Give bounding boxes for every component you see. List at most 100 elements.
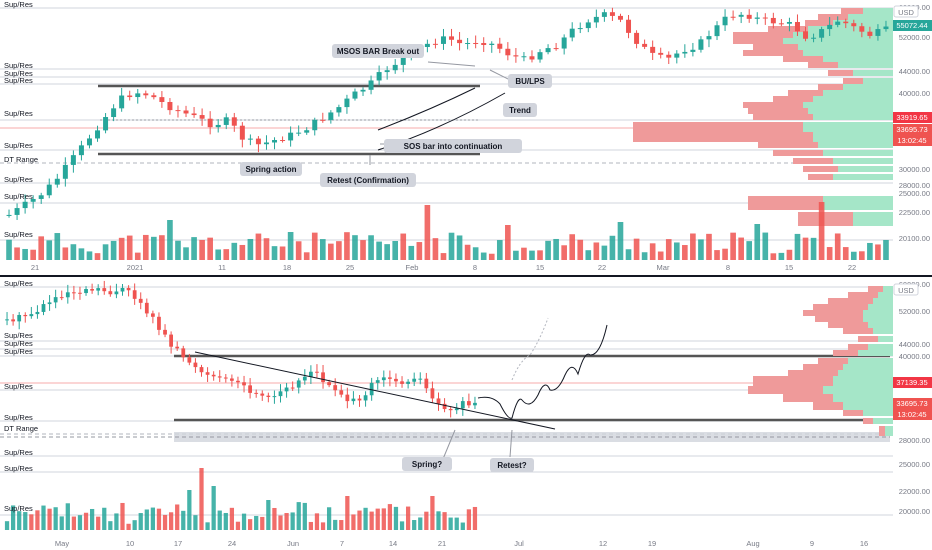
panel-1-volume-bar [207,237,213,260]
panel-2-level-label: Sup/Res [4,504,33,513]
panel-2-volume-bar [314,513,320,530]
panel-1-volume-bar [134,252,141,260]
panel-2-candle [248,385,252,393]
panel-1-level-label: Sup/Res [4,76,33,85]
panel-1-volume-bar [263,238,270,260]
panel-2-descending-trendline [194,351,556,430]
panel-2-vp-sell-bar [828,322,868,328]
panel-1-candle [328,112,334,120]
panel-1-vp-buy-bar [823,56,893,62]
panel-1-vp-sell-bar [748,108,808,114]
panel-1-volume-bar [102,244,109,260]
panel-2-candle [205,372,210,375]
panel-1-annotation-box [332,44,424,58]
panel-2-candle [144,302,149,314]
panel-1-vp-sell-bar [633,132,813,142]
panel-2-candle [284,387,289,392]
panel-1-volume-bar [513,250,519,260]
panel-1-candle [593,16,599,23]
panel-1-candle [682,51,688,54]
panel-2-price-tag-text: 33695.73 [896,399,927,408]
panel-2-volume-bar [47,508,52,530]
panel-1-candle [770,17,776,24]
panel-1-volume-bar [38,236,45,260]
panel-2-volume-bar [448,517,453,530]
panel-2-volume-bar [308,521,314,530]
panel-1-candle [376,72,382,81]
panel-2-x-tick: 9 [810,539,814,548]
panel-1-level-label: Sup/Res [4,109,33,118]
panel-2-volume-bar [320,522,326,530]
panel-2-volume-bar [387,504,393,530]
panel-1-volume-bar [722,248,728,260]
panel-2-candle [169,334,173,347]
panel-2-volume-bar [393,506,399,530]
panel-1-volume-bar [199,239,205,260]
panel-2-vp-sell-bar [748,386,823,394]
panel-1-volume-bar [537,250,543,260]
panel-2-volume-bar [266,500,271,530]
panel-2-annotation-box [402,457,452,471]
panel-1-volume-bar [859,251,865,260]
panel-1-level-label: Sup/Res [4,175,33,184]
panel-2-candle [442,403,447,410]
panel-2-vp-buy-bar [873,418,893,424]
panel-1-volume-bar [46,240,53,260]
panel-1-volume-bar [496,240,503,260]
panel-1-volume-bar [416,242,423,260]
panel-1-candle [867,31,873,36]
panel-2-volume-bar [23,512,28,530]
panel-2-candle [5,319,9,321]
panel-2-candle [53,297,58,303]
panel-2-candle [363,395,368,401]
panel-1-candle [304,130,310,133]
panel-1-vp-sell-bar [843,78,863,84]
panel-1-candle [78,145,84,156]
panel-1-volume-bar [279,246,286,260]
panel-2-vp-sell-bar [788,370,838,376]
panel-1-candle [811,37,817,39]
panel-2-y-tick: 22000.00 [899,487,930,496]
panel-2-candle [41,304,46,312]
panel-1-volume-bar [706,233,712,260]
panel-2-x-tick: 12 [599,539,607,548]
panel-1-price-tag-level [893,112,932,123]
panel-1-candle [505,48,511,56]
panel-2-candle [278,391,283,397]
panel-2-y-tick: 20000.00 [899,507,930,516]
panel-2-volume-bar [290,512,295,530]
panel-1-vp-sell-bar [818,14,848,20]
panel-1-x-tick: 15 [785,263,793,272]
panel-1-candle [561,37,567,49]
panel-1-volume-bar [609,235,616,260]
panel-2-candle [315,371,319,373]
panel-1-volume-bar [673,242,680,260]
panel-1-vp-sell-bar [753,44,798,50]
panel-2-candle [90,289,94,291]
panel-1-annotation-text: Spring action [245,165,296,174]
panel-1-vp-sell-bar [828,70,853,76]
panel-1-callout-pointer [427,61,476,67]
panel-1-vp-buy-bar [818,142,893,148]
panel-2-vp-sell-bar [803,364,843,370]
panel-2-vp-buy-bar [885,426,893,436]
panel-1-candle [103,117,109,131]
panel-2-vp-sell-bar [815,316,863,322]
panel-1-volume-bar [255,233,262,260]
panel-1-level-label: Sup/Res [4,230,33,239]
panel-2-volume-bar [199,468,204,530]
panel-2-vp-sell-bar [848,292,878,298]
panel-1-candle [6,214,12,216]
panel-1-candle [481,43,487,45]
panel-2-volume-bar [89,508,95,530]
panel-1-volume-bar [738,237,744,260]
panel-1-volume-bar [585,250,592,260]
panel-2-candle [254,392,259,394]
panel-2-volume-bar [181,510,186,530]
panel-1-vp-sell-bar [733,38,783,44]
panel-1-volume-bar [360,240,366,260]
panel-1-candle [843,21,849,24]
panel-1-volume-bar [14,247,20,260]
panel-1-red-band [0,127,893,129]
panel-2-volume-bar [424,511,429,530]
